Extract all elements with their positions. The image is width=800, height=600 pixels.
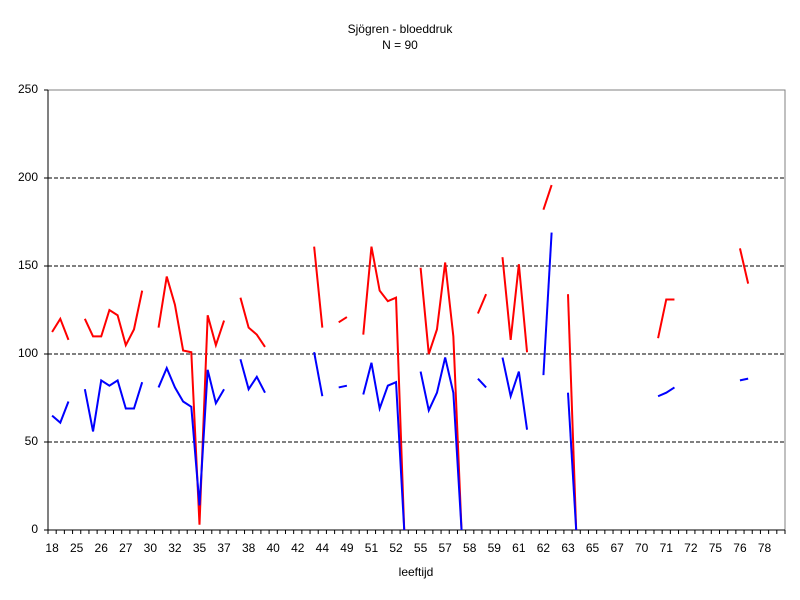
x-tick-label: 67 xyxy=(610,541,624,555)
series-line xyxy=(657,386,675,398)
chart-title: Sjögren - bloeddruk xyxy=(348,22,454,36)
x-tick-label: 76 xyxy=(733,541,747,555)
series-line xyxy=(739,377,749,382)
x-tick-label: 62 xyxy=(537,541,551,555)
y-tick-label: 150 xyxy=(18,258,38,272)
x-tick-label: 42 xyxy=(291,541,305,555)
x-tick-label: 58 xyxy=(463,541,477,555)
series-line xyxy=(362,362,406,531)
y-tick-label: 100 xyxy=(18,346,38,360)
x-tick-label: 27 xyxy=(119,541,133,555)
plot-area xyxy=(47,89,786,531)
x-tick-label: 63 xyxy=(561,541,575,555)
x-tick-label: 75 xyxy=(709,541,723,555)
x-tick-label: 38 xyxy=(242,541,256,555)
x-tick-label: 25 xyxy=(70,541,84,555)
y-tick-label: 200 xyxy=(18,170,38,184)
x-tick-label: 30 xyxy=(144,541,158,555)
series-line xyxy=(157,365,225,506)
x-tick-label: 26 xyxy=(95,541,109,555)
series-line xyxy=(338,316,348,324)
series-line xyxy=(313,352,324,397)
series-line xyxy=(51,316,70,341)
x-tick-label: 59 xyxy=(488,541,502,555)
x-tick-label: 52 xyxy=(389,541,403,555)
y-tick-label: 250 xyxy=(18,82,38,96)
x-tick-label: 51 xyxy=(365,541,379,555)
x-tick-label: 78 xyxy=(758,541,772,555)
series-line xyxy=(51,401,70,425)
series-line xyxy=(239,297,266,348)
x-tick-label: 71 xyxy=(660,541,674,555)
x-tick-label: 44 xyxy=(316,541,330,555)
series-line xyxy=(83,290,144,348)
x-tick-label: 40 xyxy=(267,541,281,555)
x-tick-label: 57 xyxy=(438,541,452,555)
x-tick-label: 32 xyxy=(168,541,182,555)
x-tick-label: 61 xyxy=(512,541,526,555)
x-tick-label: 55 xyxy=(414,541,428,555)
x-axis-label: leeftijd xyxy=(399,565,434,579)
x-tick-label: 35 xyxy=(193,541,207,555)
series-line xyxy=(657,298,675,339)
x-tick-label: 37 xyxy=(217,541,231,555)
series-line xyxy=(338,384,348,389)
series-line xyxy=(566,392,578,531)
series-line xyxy=(83,378,144,432)
x-tick-label: 18 xyxy=(45,541,59,555)
y-tick-label: 50 xyxy=(25,434,39,448)
series-line xyxy=(501,257,529,353)
x-tick-label: 70 xyxy=(635,541,649,555)
series-line xyxy=(501,357,529,430)
x-tick-label: 49 xyxy=(340,541,354,555)
series-line xyxy=(542,232,553,376)
y-tick-label: 0 xyxy=(31,522,38,536)
x-tick-label: 65 xyxy=(586,541,600,555)
series-line xyxy=(313,246,324,328)
series-line xyxy=(419,262,463,531)
series-line xyxy=(476,293,488,314)
series-line xyxy=(542,184,553,210)
x-tick-label: 72 xyxy=(684,541,698,555)
series-line xyxy=(419,357,463,531)
series-line xyxy=(362,246,406,531)
series-line xyxy=(477,377,487,389)
series-line xyxy=(239,359,266,394)
series-line xyxy=(738,248,750,284)
chart-subtitle: N = 90 xyxy=(382,38,418,52)
series-line xyxy=(157,276,226,525)
